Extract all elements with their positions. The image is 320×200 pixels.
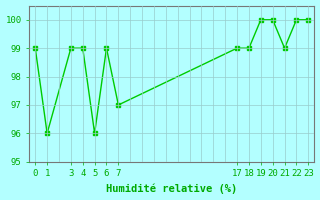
X-axis label: Humidité relative (%): Humidité relative (%) xyxy=(106,184,237,194)
